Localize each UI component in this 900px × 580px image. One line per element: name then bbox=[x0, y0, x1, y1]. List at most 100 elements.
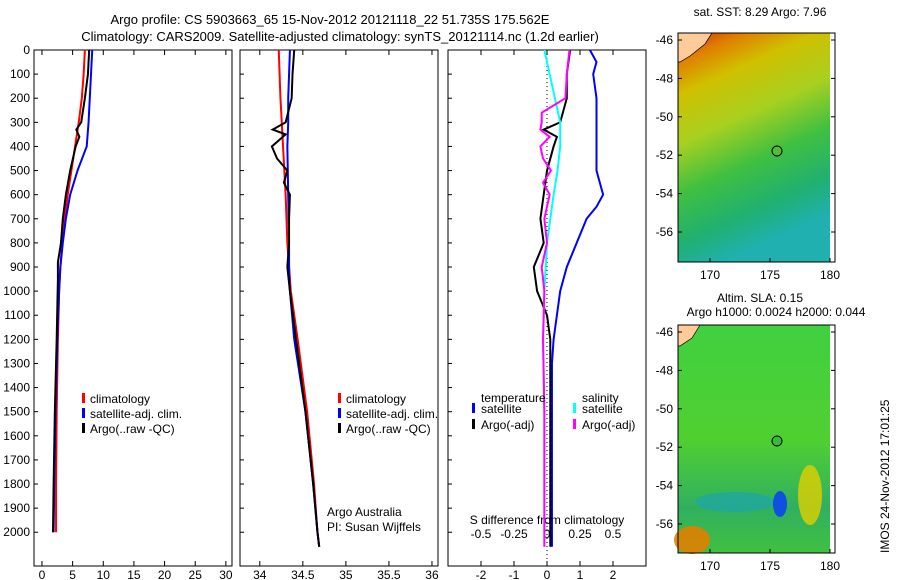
imos-timestamp: IMOS 24-Nov-2012 17:01:25 bbox=[878, 399, 892, 553]
legend-swatch bbox=[573, 419, 576, 429]
map2-title-1: Altim. SLA: 0.15 bbox=[717, 291, 803, 305]
series-argo-raw-qc- bbox=[270, 49, 321, 547]
lat-tick-label: -50 bbox=[656, 110, 674, 124]
panel-salinity: 3434.53535.536salinityclimatologysatelli… bbox=[239, 49, 439, 580]
lat-tick-label: -54 bbox=[656, 187, 674, 201]
map1-argo-marker bbox=[771, 145, 783, 157]
legend-swatch bbox=[573, 403, 576, 413]
map1-frame bbox=[677, 32, 836, 263]
series-climatology bbox=[277, 49, 321, 547]
y-tick-label: 2000 bbox=[3, 525, 30, 539]
annotation-line: PI: Susan Wijffels bbox=[327, 520, 421, 534]
legend-swatch bbox=[338, 408, 341, 418]
lat-tick-label: -54 bbox=[656, 479, 674, 493]
x-tick-label: 25 bbox=[189, 568, 203, 580]
y-tick-label: 700 bbox=[10, 212, 30, 226]
series-s-argo-adj- bbox=[539, 49, 571, 547]
y-tick-label: 900 bbox=[10, 260, 30, 274]
y-tick-label: 500 bbox=[10, 164, 30, 178]
legend-swatch bbox=[472, 403, 475, 413]
sla-low-band bbox=[695, 492, 775, 512]
legend-swatch bbox=[82, 393, 85, 403]
lat-tick-label: -50 bbox=[656, 402, 674, 416]
y-tick-label: 1200 bbox=[3, 332, 30, 346]
y-tick-label: 1000 bbox=[3, 284, 30, 298]
y-tick-label: 1400 bbox=[3, 381, 30, 395]
title-line-1: Argo profile: CS 5903663_65 15-Nov-2012 … bbox=[111, 12, 550, 27]
sla-high-east bbox=[798, 465, 822, 525]
y-tick-label: 1500 bbox=[3, 405, 30, 419]
x-tick-label: 0 bbox=[39, 568, 46, 580]
y-tick-label: 400 bbox=[10, 139, 30, 153]
x2-tick-label: 0.5 bbox=[605, 527, 622, 541]
y-tick-label: 800 bbox=[10, 236, 30, 250]
x-tick-label: -2 bbox=[476, 568, 487, 580]
x-tick-label: 0 bbox=[544, 568, 551, 580]
title-line-2: Climatology: CARS2009. Satellite-adjuste… bbox=[81, 29, 599, 44]
series-t-satellite bbox=[550, 49, 605, 547]
legend-label: Argo(..raw -QC) bbox=[90, 422, 175, 436]
legend-label: satellite bbox=[582, 402, 623, 416]
y-tick-label: 1700 bbox=[3, 453, 30, 467]
y-tick-label: 100 bbox=[10, 67, 30, 81]
sst-map-field bbox=[678, 33, 830, 262]
x2-tick-label: -0.25 bbox=[500, 527, 528, 541]
x-tick-label: 20 bbox=[158, 568, 172, 580]
x-tick-label: 35 bbox=[339, 568, 353, 580]
lat-tick-label: -56 bbox=[656, 517, 674, 531]
x-tick-label: 35.5 bbox=[377, 568, 401, 580]
map2-title-2: Argo h1000: 0.0024 h2000: 0.044 bbox=[687, 305, 866, 319]
lon-tick-label: 175 bbox=[760, 559, 780, 573]
panel-frame bbox=[33, 49, 233, 567]
x-tick-label: 5 bbox=[69, 568, 76, 580]
lat-tick-label: -52 bbox=[656, 440, 674, 454]
legend-label: Argo(-adj) bbox=[582, 418, 635, 432]
legend-label: climatology bbox=[346, 392, 406, 406]
lat-tick-label: -48 bbox=[656, 71, 674, 85]
legend-label: satellite-adj. clim. bbox=[346, 407, 438, 421]
x-tick-label: 10 bbox=[97, 568, 111, 580]
x2-axis-label: S difference from climatology bbox=[470, 513, 625, 527]
annotation-line: Argo Australia bbox=[327, 505, 402, 519]
y-tick-label: 600 bbox=[10, 188, 30, 202]
y-tick-label: 1800 bbox=[3, 477, 30, 491]
lon-tick-label: 180 bbox=[820, 268, 840, 282]
x-tick-label: 2 bbox=[610, 568, 617, 580]
y-tick-label: 1600 bbox=[3, 429, 30, 443]
y-tick-label: 1100 bbox=[4, 308, 30, 322]
map1-title: sat. SST: 8.29 Argo: 7.96 bbox=[694, 5, 827, 19]
map2-frame bbox=[677, 324, 836, 554]
lat-tick-label: -46 bbox=[656, 325, 674, 339]
legend-label: climatology bbox=[90, 392, 150, 406]
legend-header-salinity: salinity bbox=[582, 391, 619, 405]
legend-label: Argo(..raw -QC) bbox=[346, 422, 431, 436]
lon-tick-label: 170 bbox=[700, 559, 720, 573]
x-tick-label: 1 bbox=[577, 568, 584, 580]
legend-header-temperature: temperature bbox=[481, 391, 546, 405]
y-tick-label: 200 bbox=[10, 91, 30, 105]
y-tick-label: 1300 bbox=[3, 356, 30, 370]
x-tick-label: -1 bbox=[509, 568, 520, 580]
x2-tick-label: 0 bbox=[544, 527, 551, 541]
x2-tick-label: 0.25 bbox=[568, 527, 592, 541]
lat-tick-label: -56 bbox=[656, 225, 674, 239]
panel-temperature: 051015202530temperature (deg C)010020030… bbox=[3, 43, 233, 580]
legend-label: satellite-adj. clim. bbox=[90, 407, 182, 421]
legend-swatch bbox=[82, 423, 85, 433]
lon-tick-label: 180 bbox=[820, 559, 840, 573]
series-climatology bbox=[55, 49, 86, 533]
panel-frame bbox=[239, 49, 439, 567]
y-tick-label: 300 bbox=[10, 115, 30, 129]
series-satellite-adj-clim- bbox=[52, 49, 94, 533]
x2-tick-label: -0.5 bbox=[471, 527, 492, 541]
y-tick-label: 0 bbox=[23, 43, 30, 57]
lon-tick-label: 175 bbox=[760, 268, 780, 282]
legend-swatch bbox=[338, 393, 341, 403]
x-tick-label: 15 bbox=[127, 568, 141, 580]
legend-label: Argo(-adj) bbox=[481, 418, 534, 432]
lat-tick-label: -52 bbox=[656, 148, 674, 162]
x-tick-label: 30 bbox=[219, 568, 233, 580]
series-argo-raw-qc- bbox=[52, 49, 91, 533]
